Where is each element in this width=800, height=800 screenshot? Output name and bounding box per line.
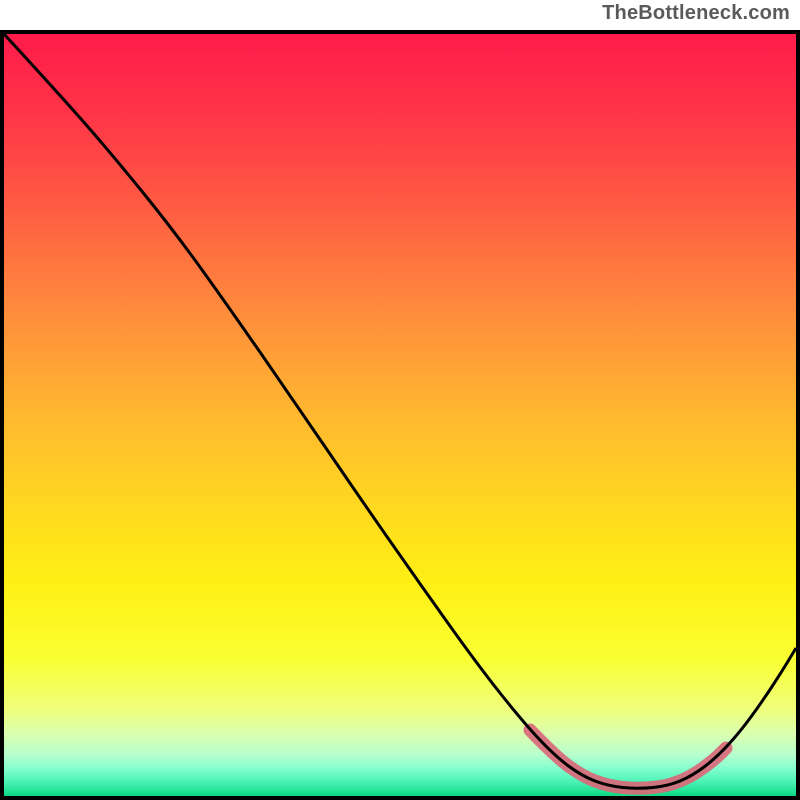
chart-svg: [0, 0, 800, 800]
watermark-text: TheBottleneck.com: [602, 2, 790, 25]
gradient-background: [4, 34, 796, 796]
chart-container: TheBottleneck.com: [0, 0, 800, 800]
